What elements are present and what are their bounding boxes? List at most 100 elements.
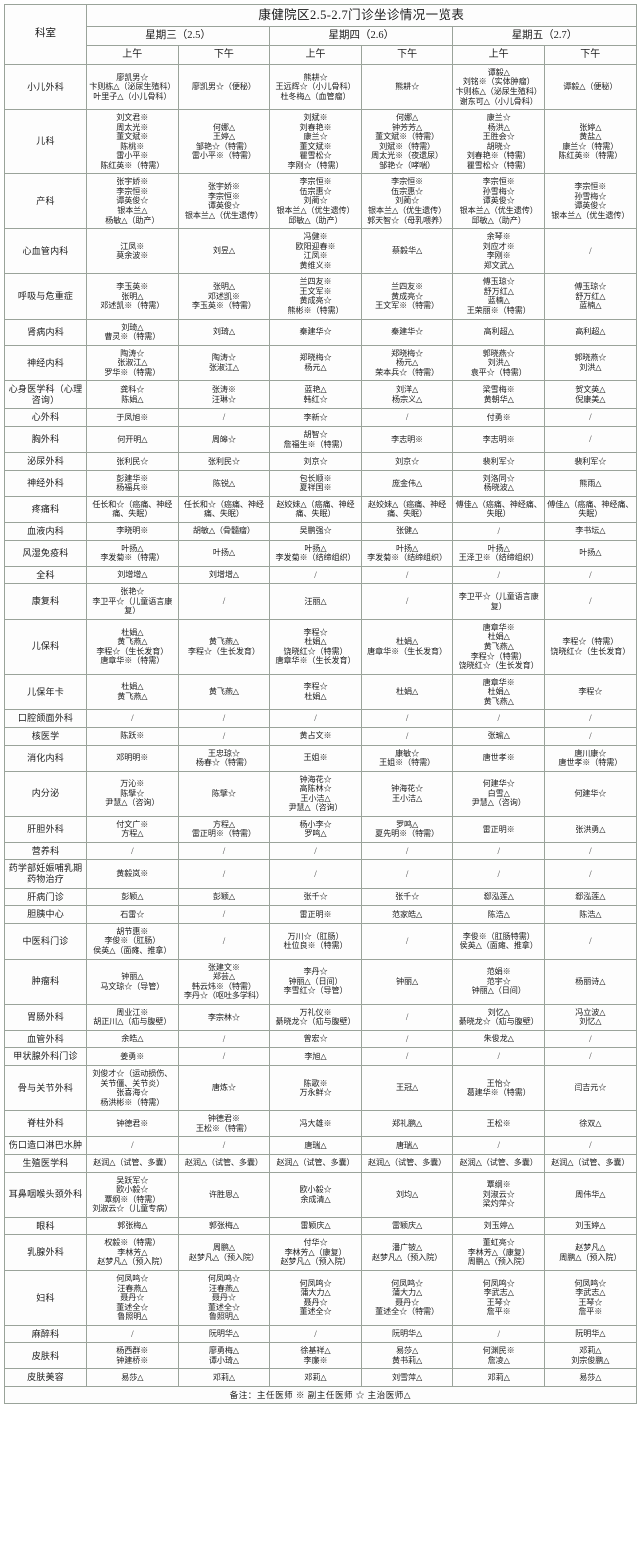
doctor-entry: 鲁照明△ bbox=[117, 1312, 148, 1322]
schedule-cell: 王姐※ bbox=[269, 744, 362, 772]
doctor-entry: / bbox=[131, 713, 134, 724]
doctor-entry: / bbox=[222, 1140, 226, 1151]
doctor-entry: 赵姣妹△（癌痛、神经痛、失眠） bbox=[276, 499, 355, 519]
table-row: 呼吸与危重症 李玉英※ 张明△ 邓述凯※（特需） 张明△ 邓述凯※ 李玉英※（特需） 兰四友※… bbox=[4, 273, 637, 320]
schedule-cell: 叶扬△ 王泽卫※（结缔组织） bbox=[452, 539, 545, 567]
table-row: 皮肤美容 易莎△ 邓莉△ 邓莉△ 刘雪萍△ 邓莉△ 易莎△ bbox=[4, 1368, 637, 1388]
doctor-entry: 王琴☆ bbox=[486, 1297, 511, 1307]
schedule-cell: 张洪勇△ bbox=[543, 815, 637, 843]
schedule-cell: / bbox=[86, 709, 179, 728]
doctor-entry: 罗鸣△ bbox=[304, 829, 327, 839]
doctor-entry: 欧阳迎春※ bbox=[295, 241, 336, 251]
doctor-entry: 夏先明※（特需） bbox=[375, 829, 440, 839]
doctor-entry: 莫余波※ bbox=[116, 251, 149, 261]
schedule-cell: / bbox=[177, 1047, 271, 1067]
schedule-cell: 李志明※ bbox=[452, 426, 545, 454]
schedule-cell: / bbox=[269, 709, 362, 728]
schedule-cell: 王忠琼☆ 杨春☆（特需） bbox=[177, 744, 271, 772]
schedule-cell: 高利超△ bbox=[543, 318, 637, 346]
doctor-entry: 董文斌※（特需） bbox=[375, 132, 440, 142]
doctor-entry: 刘洛同☆ bbox=[482, 473, 515, 483]
schedule-cell: 熊耕☆ 王远辉☆（小儿骨科） 杜冬梅△（血管瘤） bbox=[269, 63, 362, 111]
schedule-cell: / bbox=[177, 1136, 271, 1155]
doctor-entry: 唐章华※ bbox=[482, 677, 515, 687]
doctor-entry: 叶扬△ bbox=[579, 548, 602, 558]
doctor-entry: 李宗恒※ bbox=[299, 177, 332, 187]
doctor-entry: 叶扬△ bbox=[396, 543, 419, 553]
doctor-entry: 刘忆△ bbox=[487, 1007, 510, 1017]
schedule-cell: 雷颖庆△ bbox=[360, 1216, 454, 1236]
doctor-entry: 李丹☆（呕吐多学科） bbox=[183, 991, 264, 1001]
doctor-entry: 刘雪萍△ bbox=[392, 1372, 423, 1382]
doctor-entry: 任长和☆（癌痛、神经痛、失眠） bbox=[183, 499, 264, 519]
doctor-entry: 李俊※（肛肠特需） bbox=[462, 931, 535, 941]
table-row: 胸外科 何开明△ 周皞☆ 胡智☆ 詹福生※（特需） 李志明※ 李志明※ / bbox=[4, 426, 637, 454]
schedule-cell: 阮明华△ bbox=[177, 1324, 271, 1344]
doctor-entry: 何渊民※ bbox=[482, 1346, 515, 1356]
schedule-cell: 权毅※（特需） 李林芳△ 赵梦凡△（预入院） bbox=[86, 1234, 179, 1271]
doctor-entry: 兰四友※ bbox=[391, 282, 424, 292]
doctor-entry: 刘均△ bbox=[396, 1189, 419, 1199]
doctor-entry: 裴利军☆ bbox=[482, 456, 515, 466]
doctor-entry: / bbox=[405, 1051, 409, 1062]
doctor-entry: 杜娟△ bbox=[396, 637, 419, 647]
doctor-entry: 庞金伟△ bbox=[392, 478, 423, 488]
schedule-cell: 郑晓梅☆ 杨元△ bbox=[269, 344, 362, 382]
doctor-entry: 李宗恒※ bbox=[116, 186, 149, 196]
schedule-cell: 李旭△ bbox=[269, 1047, 362, 1067]
schedule-cell: 任长和☆（癌痛、神经痛、失眠） bbox=[86, 495, 179, 523]
doctor-entry: / bbox=[314, 868, 317, 879]
schedule-cell: 陈锐△ bbox=[177, 469, 271, 497]
doctor-entry: 冯健※ bbox=[303, 232, 328, 242]
table-row: 康复科 张艳☆ 李卫平☆（儿童语言康复） / 汪丽△ / 李卫平☆（儿童语言康复） / bbox=[4, 583, 637, 620]
doctor-entry: 王琴☆ bbox=[578, 1297, 603, 1307]
doctor-entry: 王松※（特需） bbox=[195, 1123, 252, 1133]
department-name: 甲状腺外科门诊 bbox=[4, 1047, 87, 1067]
doctor-entry: 周业江※ bbox=[116, 1007, 149, 1017]
doctor-entry: 曹灵※（特需） bbox=[104, 332, 161, 342]
doctor-entry: 吴跃军☆ bbox=[116, 1175, 149, 1185]
doctor-entry: / bbox=[405, 596, 409, 607]
doctor-entry: 郑晓梅☆ bbox=[299, 353, 332, 363]
schedule-cell: 杜娟△ bbox=[360, 673, 454, 711]
department-name: 生殖医学科 bbox=[4, 1153, 87, 1173]
doctor-entry: 汪琳☆ bbox=[211, 394, 236, 404]
schedule-cell: 钟丽△ bbox=[360, 958, 454, 1005]
doctor-entry: 钟海花☆ bbox=[299, 774, 332, 784]
schedule-cell: / bbox=[360, 1047, 454, 1067]
schedule-cell: 周业江※ 胡正川△（疝与腹壁） bbox=[86, 1003, 179, 1031]
doctor-entry: 阮明华△ bbox=[392, 1329, 423, 1339]
doctor-entry: 陈锐△ bbox=[212, 478, 235, 488]
doctor-entry: 付勇※ bbox=[486, 412, 511, 422]
doctor-entry: 雷颖庆△ bbox=[392, 1221, 423, 1231]
schedule-cell: 杨西群※ 钟建桥※ bbox=[86, 1342, 179, 1370]
schedule-cell: 欧小毅☆ 余成清△ bbox=[269, 1171, 362, 1218]
doctor-entry: 许胜恩△ bbox=[208, 1189, 239, 1199]
department-name: 儿科 bbox=[4, 109, 87, 175]
doctor-entry: 李宗恒※ bbox=[391, 177, 424, 187]
table-row: 血液内科 李晓明※ 胡敏△（骨髓瘤） 吴鹏强☆ 张健△ / 李书坛△ bbox=[4, 521, 637, 541]
doctor-entry: 石雷☆ bbox=[120, 909, 145, 919]
doctor-entry: 康敏☆ bbox=[395, 748, 420, 758]
doctor-entry: 汪春燕△ bbox=[208, 1283, 239, 1293]
schedule-cell: 冯健※ 欧阳迎春※ 江凤※ 黄维义※ bbox=[269, 228, 362, 275]
table-row: 核医学 陈跃※ / 黄占文※ / 张瑜△ / bbox=[4, 726, 637, 746]
doctor-entry: 付华☆ bbox=[303, 1238, 328, 1248]
schedule-cell: / bbox=[543, 709, 637, 728]
schedule-cell: 何娜△ 王婷△ 邹艳☆（特需） 雷小平※（特需） bbox=[177, 109, 271, 175]
doctor-entry: 雷颖庆△ bbox=[300, 1221, 331, 1231]
doctor-entry: 廖勇梅△ bbox=[208, 1346, 239, 1356]
doctor-entry: 邱敏△（助产） bbox=[288, 215, 343, 225]
schedule-cell: 刘京☆ bbox=[269, 452, 362, 471]
doctor-entry: 杜娟△ bbox=[304, 691, 327, 701]
schedule-cell: 赵梦凡△ 周鹏△（预入院） bbox=[543, 1234, 637, 1271]
doctor-entry: 刘宗俊鹏△ bbox=[571, 1355, 610, 1365]
schedule-cell: 杜娟△ 黄飞燕△ bbox=[86, 673, 179, 711]
schedule-cell: 李程☆ 杜娟△ bbox=[269, 673, 362, 711]
table-row: 肿瘤科 钟丽△ 马文琼☆（导管） 张建文※ 郑芸△ 韩云炜※（特需） 李丹☆（呕吐多学科）李… bbox=[4, 958, 637, 1005]
doctor-entry: 张淑江△ bbox=[208, 362, 239, 372]
schedule-cell: 叶扬△ 李发菊※（特需） bbox=[86, 539, 179, 567]
doctor-entry: 裴利军☆ bbox=[574, 456, 607, 466]
doctor-entry: / bbox=[222, 909, 226, 920]
schedule-cell: / bbox=[452, 709, 545, 728]
